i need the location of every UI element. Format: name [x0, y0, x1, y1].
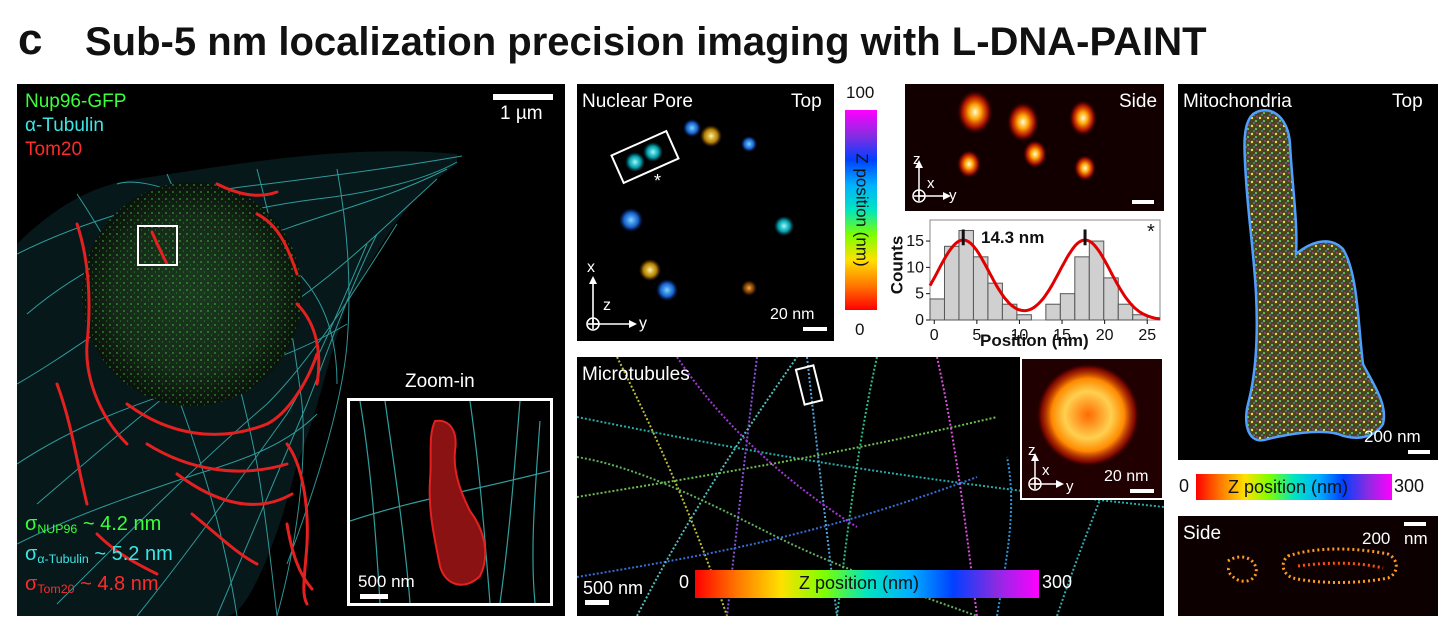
- mito-scalebar-label: 200 nm: [1364, 427, 1421, 446]
- zoom-in-scalebar-label: 500 nm: [358, 572, 415, 591]
- microtubules-colorbar: [695, 570, 1039, 598]
- histogram-ytick-label: 10: [906, 259, 924, 276]
- histogram-asterisk: *: [1147, 221, 1155, 243]
- histogram-bar: [1103, 277, 1119, 321]
- sigma-tubulin: σα-Tubulin ~ 5.2 nm: [25, 544, 173, 566]
- nuclear-pore-asterisk: *: [654, 171, 662, 191]
- mito-side-panel: Side 200 nm: [1178, 516, 1438, 616]
- histogram-bar: [1059, 293, 1076, 321]
- zoom-in-image: [350, 401, 550, 603]
- histogram-xtick-label: 5: [972, 327, 981, 344]
- histogram-ytick-label: 15: [906, 233, 924, 250]
- sigma-tubulin-symbol: σ: [25, 543, 38, 565]
- legend-tubulin: α-Tubulin: [25, 115, 104, 136]
- mito-view: Top: [1392, 91, 1423, 112]
- mito-label: Mitochondria: [1183, 91, 1292, 112]
- histogram-annotation: 14.3 nm: [981, 228, 1045, 247]
- side-view-panel: Side z x y: [905, 84, 1164, 211]
- cross-section-image: [1028, 363, 1154, 493]
- side-view-label: Side: [1119, 91, 1158, 112]
- cell-scalebar-bar: [493, 94, 553, 100]
- side-axis-x: x: [927, 175, 935, 192]
- np-axis-x: x: [587, 259, 595, 276]
- sigma-nup96-sub: NUP96: [37, 522, 78, 537]
- nuclear-pore-label: Nuclear Pore: [582, 91, 693, 112]
- mitochondria-panel: Mitochondria Top 200 nm: [1178, 84, 1438, 460]
- zoom-in-label: Zoom-in: [405, 371, 475, 392]
- side-axis-y: y: [949, 187, 957, 204]
- sigma-tubulin-value: ~ 5.2 nm: [88, 543, 173, 565]
- histogram-chart: 0 5 10 15 20 25 0 5 10 15: [906, 219, 1161, 344]
- microtubules-colorbar-max: 300: [1042, 572, 1073, 592]
- np-axis-y: y: [639, 315, 647, 332]
- sigma-tom20-sub: Tom20: [37, 582, 75, 597]
- sigma-nup96: σNUP96 ~ 4.2 nm: [25, 514, 161, 536]
- mito-colorbar-label: Z position (nm): [1228, 477, 1349, 497]
- histogram-bar: [1117, 303, 1134, 321]
- histogram-xtick-label: 25: [1138, 327, 1156, 344]
- nuclear-pore-scalebar-label: 20 nm: [770, 306, 815, 323]
- microtubule-cross-section-inset: z x y 20 nm: [1020, 357, 1164, 500]
- legend-nup96: Nup96-GFP: [25, 91, 127, 112]
- nuclear-pore-image: [586, 119, 827, 331]
- microtubules-label: Microtubules: [582, 364, 690, 385]
- histogram-ytick-label: 5: [915, 286, 924, 303]
- np-axis-z: z: [603, 297, 611, 314]
- histogram-xtick-label: 20: [1096, 327, 1114, 344]
- inset-axis-y: y: [1066, 478, 1074, 495]
- zoom-in-scalebar-bar: [360, 594, 388, 599]
- sigma-tom20-symbol: σ: [25, 573, 38, 595]
- inset-axis-x: x: [1042, 462, 1050, 479]
- cell-scalebar-label: 1 µm: [500, 103, 543, 124]
- side-axis-z: z: [913, 151, 921, 168]
- sigma-tubulin-sub: α-Tubulin: [37, 552, 89, 567]
- nuclear-pore-view: Top: [791, 91, 822, 112]
- cell-image-panel: Nup96-GFP α-Tubulin Tom20 1 µm Zoom-in 5…: [17, 84, 565, 616]
- mito-colorbar: [1196, 474, 1392, 500]
- microtubules-panel: Microtubules 500 nm 0 Z position (nm) 30…: [577, 357, 1164, 616]
- mito-side-scalebar-unit: nm: [1404, 529, 1428, 548]
- histogram-bar: [1016, 314, 1032, 321]
- panel-letter: c: [18, 15, 43, 64]
- nuclear-pore-panel: Nuclear Pore Top * x z y 20 nm: [577, 84, 834, 341]
- np-colorbar-label: Z position (nm): [852, 153, 872, 267]
- nuclear-pore-colorbar: [845, 110, 877, 310]
- inset-scalebar-label: 20 nm: [1104, 468, 1149, 485]
- histogram-bar: [987, 282, 1003, 321]
- sigma-tom20: σTom20 ~ 4.8 nm: [25, 574, 158, 596]
- sigma-nup96-symbol: σ: [25, 513, 38, 535]
- sigma-nup96-value: ~ 4.2 nm: [77, 513, 162, 535]
- mitochondria-image: [1243, 109, 1430, 454]
- histogram-ytick-label: 0: [915, 312, 924, 329]
- histogram-xtick-label: 0: [930, 327, 939, 344]
- mito-colorbar-min: 0: [1179, 476, 1190, 496]
- histogram-ylabel: Counts: [887, 235, 907, 295]
- histogram-xlabel: Position (nm): [980, 331, 1089, 350]
- figure-title: Sub-5 nm localization precision imaging …: [85, 20, 1207, 64]
- mito-side-scalebar-value: 200: [1362, 529, 1391, 548]
- side-view-image: [912, 90, 1154, 204]
- microtubules-colorbar-label: Z position (nm): [799, 573, 920, 593]
- histogram-fit-curve: [928, 238, 1161, 321]
- mito-colorbar-max: 300: [1394, 476, 1425, 496]
- histogram-bar: [1074, 256, 1090, 321]
- microtubules-colorbar-min: 0: [679, 572, 690, 592]
- sigma-tom20-value: ~ 4.8 nm: [74, 573, 159, 595]
- mito-side-image: [1226, 522, 1426, 584]
- histogram-bar: [929, 298, 945, 321]
- zoom-in-inset: 500 nm: [347, 398, 553, 606]
- microtubules-scalebar-label: 500 nm: [583, 578, 644, 598]
- legend-tom20: Tom20: [25, 139, 83, 160]
- histogram-bar: [1045, 303, 1061, 321]
- mito-side-label: Side: [1183, 523, 1222, 544]
- np-colorbar-max: 100: [846, 83, 875, 102]
- cell-image: [17, 151, 463, 616]
- histogram-xtick-label: 15: [1053, 327, 1071, 344]
- histogram-xtick-label: 10: [1011, 327, 1029, 344]
- np-colorbar-min: 0: [855, 320, 865, 339]
- inset-axis-z: z: [1028, 442, 1036, 459]
